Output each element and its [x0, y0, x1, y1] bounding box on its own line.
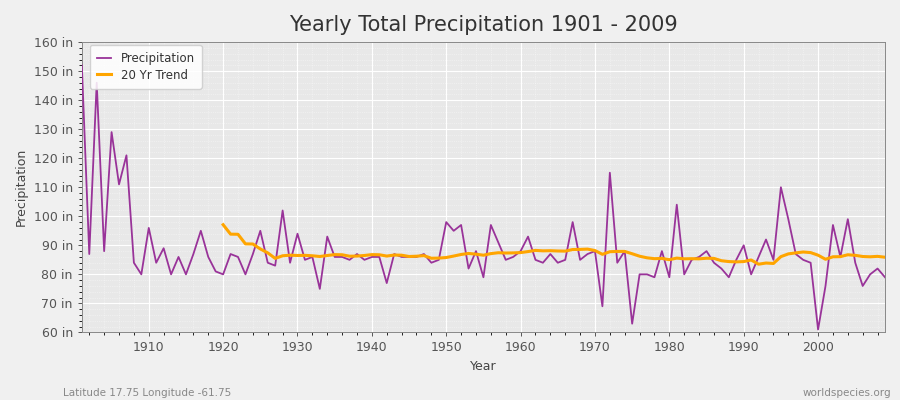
Precipitation [879, 275, 890, 280]
Precipitation [515, 249, 526, 254]
20 Yr Trend [218, 222, 229, 227]
20 Yr Trend [753, 262, 764, 266]
20 Yr Trend [418, 253, 429, 258]
Precipitation [300, 258, 310, 262]
20 Yr Trend [790, 250, 801, 255]
Title: Yearly Total Precipitation 1901 - 2009: Yearly Total Precipitation 1901 - 2009 [289, 15, 678, 35]
Line: 20 Yr Trend: 20 Yr Trend [223, 225, 885, 264]
20 Yr Trend [858, 254, 868, 259]
Precipitation [344, 258, 355, 262]
X-axis label: Year: Year [470, 360, 497, 373]
Text: Latitude 17.75 Longitude -61.75: Latitude 17.75 Longitude -61.75 [63, 388, 231, 398]
20 Yr Trend [879, 255, 890, 260]
Precipitation [508, 254, 518, 259]
Line: Precipitation: Precipitation [82, 65, 885, 330]
Precipitation [136, 272, 147, 277]
20 Yr Trend [776, 254, 787, 259]
20 Yr Trend [307, 253, 318, 258]
Precipitation [76, 63, 87, 68]
Precipitation [605, 170, 616, 175]
20 Yr Trend [679, 256, 689, 261]
Y-axis label: Precipitation: Precipitation [15, 148, 28, 226]
Legend: Precipitation, 20 Yr Trend: Precipitation, 20 Yr Trend [90, 45, 202, 89]
Text: worldspecies.org: worldspecies.org [803, 388, 891, 398]
Precipitation [813, 327, 824, 332]
